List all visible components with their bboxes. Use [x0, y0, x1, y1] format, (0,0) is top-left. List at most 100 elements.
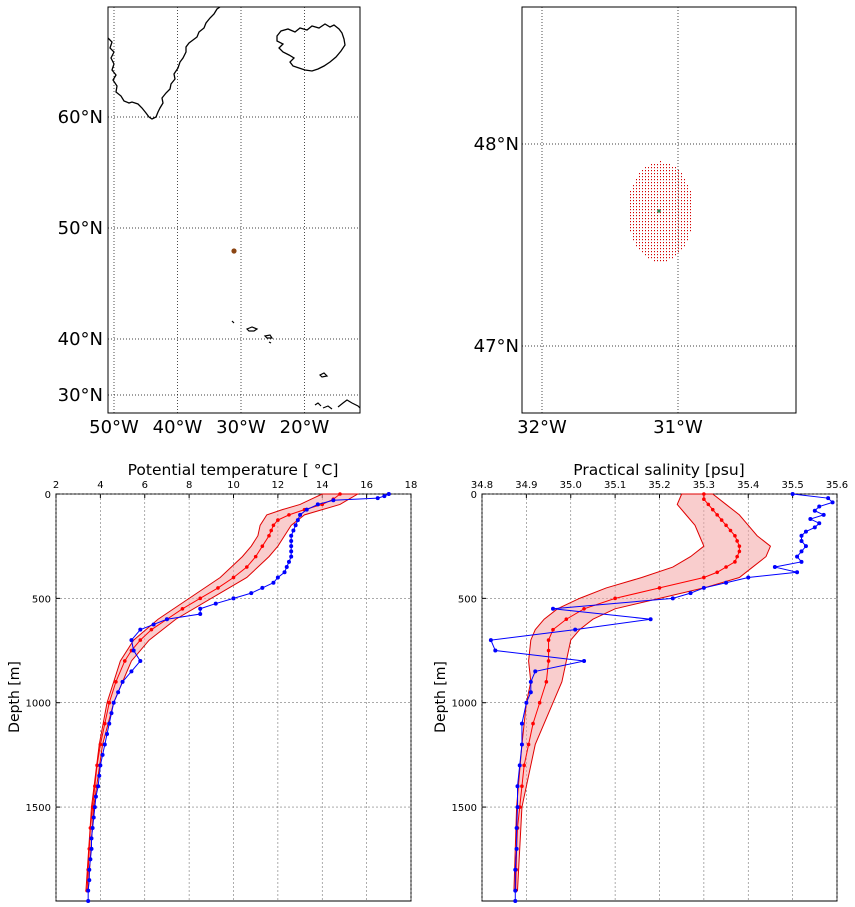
salinity-x-tick-label: 35.1	[604, 480, 626, 491]
search-radius-ellipse	[630, 161, 691, 262]
temperature-model-mean-point	[95, 763, 99, 768]
temperature-observed-point	[249, 591, 254, 596]
ellipse-point	[669, 221, 670, 223]
salinity-observed-point	[528, 679, 533, 684]
ellipse-point	[654, 182, 655, 184]
ellipse-point	[633, 212, 634, 214]
ellipse-point	[645, 236, 646, 238]
ellipse-point	[648, 224, 649, 226]
salinity-model-mean-point	[737, 544, 742, 548]
ellipse-point	[645, 248, 646, 250]
ellipse-point	[663, 257, 664, 259]
temperature-y-tick-label: 1000	[26, 699, 51, 710]
temperature-observed-point	[89, 846, 94, 851]
ellipse-point	[651, 176, 652, 178]
ellipse-point	[654, 209, 655, 211]
salinity-model-mean-point	[544, 680, 549, 684]
ellipse-point	[678, 233, 679, 235]
ellipse-point	[669, 188, 670, 190]
ellipse-point	[657, 203, 658, 205]
ellipse-point	[654, 167, 655, 169]
ellipse-point	[651, 221, 652, 223]
salinity-observed-point	[790, 492, 795, 496]
ellipse-point	[681, 239, 682, 241]
ellipse-point	[675, 230, 676, 232]
ellipse-point	[657, 221, 658, 223]
profile-location-point	[657, 209, 661, 213]
ellipse-point	[645, 233, 646, 235]
ellipse-point	[651, 212, 652, 214]
ellipse-point	[636, 203, 637, 205]
ellipse-point	[645, 191, 646, 193]
ellipse-point	[681, 224, 682, 226]
ellipse-point	[657, 167, 658, 169]
ellipse-point	[669, 173, 670, 175]
ellipse-point	[681, 194, 682, 196]
ellipse-point	[690, 215, 691, 217]
salinity-observed-point	[812, 525, 817, 530]
ellipse-point	[672, 236, 673, 238]
ellipse-point	[648, 203, 649, 205]
ellipse-point	[639, 182, 640, 184]
ellipse-point	[648, 167, 649, 169]
zoom-map-gridlines	[522, 7, 796, 413]
ellipse-point	[681, 245, 682, 247]
ellipse-point	[678, 230, 679, 232]
ellipse-point	[672, 203, 673, 205]
ellipse-point	[651, 236, 652, 238]
temperature-model-mean-point	[180, 606, 185, 611]
ellipse-point	[669, 257, 670, 259]
ellipse-point	[642, 179, 643, 181]
ellipse-point	[660, 173, 661, 175]
ellipse-point	[645, 173, 646, 175]
salinity-model-mean-point	[733, 560, 737, 564]
ellipse-point	[630, 215, 631, 217]
salinity-observed-point	[821, 512, 826, 517]
salinity-model-mean-point	[724, 523, 728, 528]
salinity-observed-point	[519, 721, 524, 726]
ellipse-point	[654, 236, 655, 238]
ellipse-point	[663, 242, 664, 244]
ellipse-point	[666, 227, 667, 229]
salinity-observed-point	[528, 690, 533, 695]
ellipse-point	[636, 188, 637, 190]
ellipse-point	[660, 191, 661, 193]
ellipse-point	[651, 197, 652, 199]
overview-lon-tick-label: 50°W	[89, 417, 139, 438]
ellipse-point	[681, 209, 682, 211]
temperature-observed-point	[386, 492, 391, 496]
ellipse-point	[633, 215, 634, 217]
ellipse-point	[684, 230, 685, 232]
temperature-observed-point	[298, 512, 303, 517]
ellipse-point	[660, 218, 661, 220]
ellipse-point	[657, 224, 658, 226]
salinity-observed-point	[808, 517, 813, 522]
salinity-model-mean-point	[551, 627, 555, 632]
ellipse-point	[675, 185, 676, 187]
temperature-x-tick-label: 6	[142, 480, 148, 491]
temperature-model-mean-point	[198, 596, 203, 601]
ellipse-point	[675, 239, 676, 241]
ellipse-point	[690, 206, 691, 208]
ellipse-point	[675, 236, 676, 238]
ellipse-point	[657, 251, 658, 253]
ellipse-point	[657, 233, 658, 235]
ellipse-point	[654, 200, 655, 202]
ellipse-point	[675, 179, 676, 181]
salinity-plot-title: Practical salinity [psu]	[573, 461, 744, 479]
salinity-model-mean-point	[613, 596, 617, 601]
ellipse-point	[654, 257, 655, 259]
ellipse-point	[636, 233, 637, 235]
ellipse-point	[654, 176, 655, 178]
ellipse-point	[648, 194, 649, 196]
salinity-observed-point	[701, 585, 706, 590]
ellipse-point	[648, 182, 649, 184]
temperature-model-mean-point	[107, 700, 112, 705]
temperature-model-mean-point	[276, 518, 280, 522]
ellipse-point	[675, 182, 676, 184]
ellipse-point	[681, 185, 682, 187]
ellipse-point	[657, 197, 658, 199]
ellipse-point	[654, 215, 655, 217]
ellipse-point	[681, 176, 682, 178]
